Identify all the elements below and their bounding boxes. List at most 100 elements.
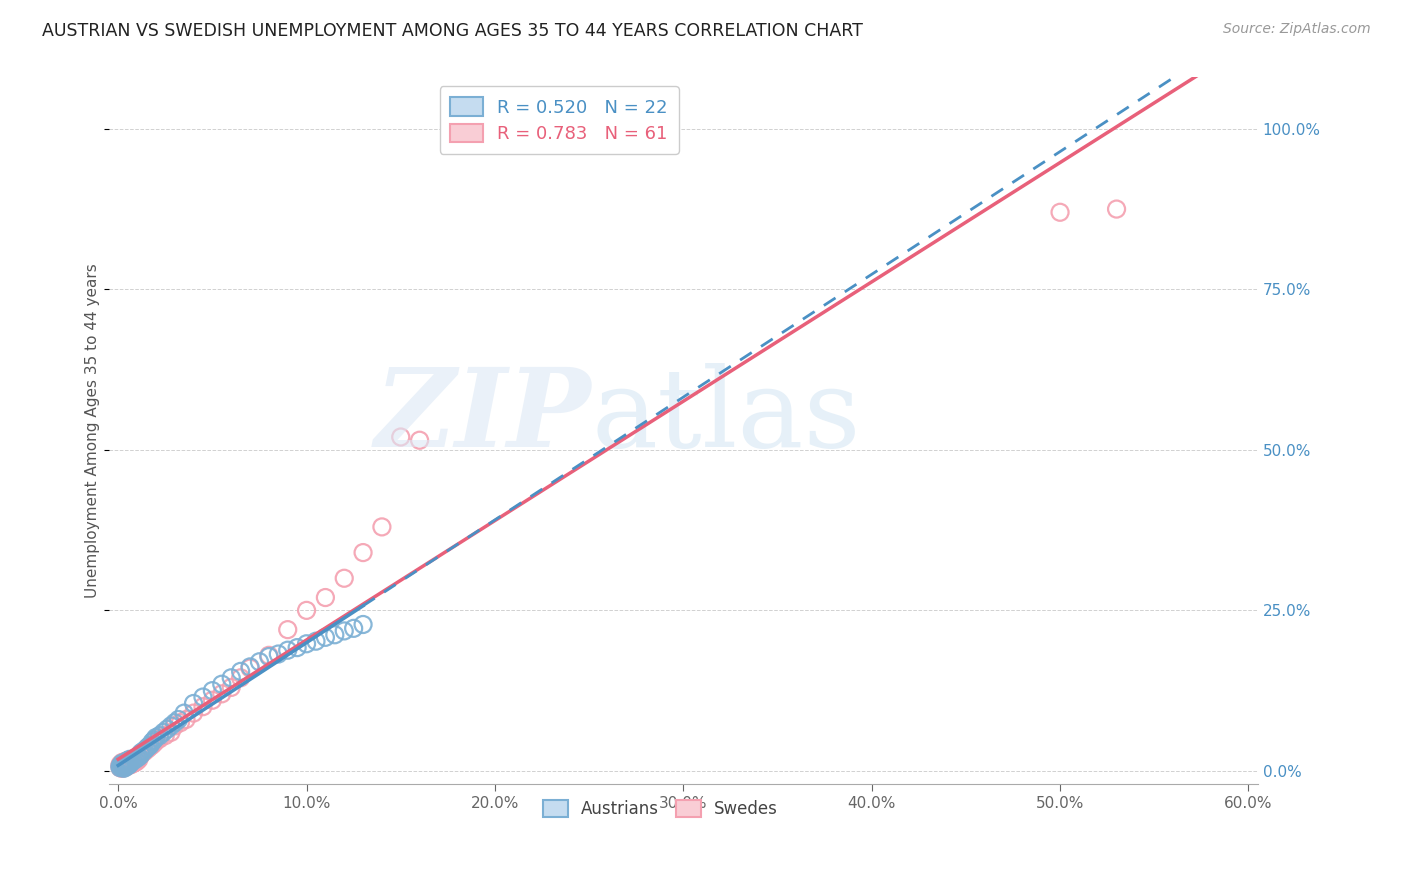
Point xyxy=(239,660,262,674)
Point xyxy=(155,729,177,743)
Point xyxy=(122,752,145,766)
Text: AUSTRIAN VS SWEDISH UNEMPLOYMENT AMONG AGES 35 TO 44 YEARS CORRELATION CHART: AUSTRIAN VS SWEDISH UNEMPLOYMENT AMONG A… xyxy=(42,22,863,40)
Point xyxy=(134,743,156,757)
Point xyxy=(174,713,197,727)
Point xyxy=(112,756,135,771)
Point xyxy=(249,655,271,669)
Point xyxy=(125,749,148,764)
Point xyxy=(117,754,139,768)
Point xyxy=(1049,205,1071,219)
Point xyxy=(389,430,412,444)
Point xyxy=(114,757,136,772)
Point xyxy=(1105,202,1128,216)
Point xyxy=(229,671,252,685)
Point xyxy=(129,747,152,762)
Point xyxy=(111,757,134,772)
Point xyxy=(134,745,156,759)
Point xyxy=(117,754,139,768)
Point xyxy=(129,746,152,760)
Point xyxy=(257,649,280,664)
Point xyxy=(314,591,336,605)
Point xyxy=(111,759,134,773)
Point xyxy=(120,755,142,769)
Point xyxy=(118,758,141,772)
Legend: Austrians, Swedes: Austrians, Swedes xyxy=(536,793,785,825)
Point xyxy=(219,671,242,685)
Point xyxy=(118,755,141,769)
Point xyxy=(333,624,356,638)
Point xyxy=(112,758,135,772)
Point xyxy=(323,628,346,642)
Point xyxy=(183,706,205,720)
Point xyxy=(139,739,162,754)
Point xyxy=(114,754,136,768)
Point xyxy=(112,759,135,773)
Point xyxy=(111,756,134,770)
Point xyxy=(114,755,136,769)
Point xyxy=(118,752,141,766)
Point xyxy=(111,757,134,772)
Point xyxy=(108,761,131,775)
Point xyxy=(131,745,153,759)
Point xyxy=(173,706,195,720)
Point xyxy=(183,697,205,711)
Point xyxy=(149,731,172,746)
Point xyxy=(122,754,145,768)
Point xyxy=(145,731,167,745)
Point xyxy=(117,758,139,772)
Y-axis label: Unemployment Among Ages 35 to 44 years: Unemployment Among Ages 35 to 44 years xyxy=(86,263,100,598)
Point xyxy=(111,756,134,771)
Text: atlas: atlas xyxy=(592,363,860,470)
Point xyxy=(114,757,136,772)
Point xyxy=(111,761,134,775)
Point xyxy=(169,715,191,730)
Point xyxy=(343,621,366,635)
Point xyxy=(352,545,374,559)
Point xyxy=(267,647,290,661)
Point xyxy=(149,729,172,743)
Point xyxy=(139,738,162,752)
Point xyxy=(163,719,186,733)
Point xyxy=(122,756,145,771)
Point xyxy=(135,742,157,756)
Point xyxy=(352,617,374,632)
Point xyxy=(239,661,262,675)
Point xyxy=(408,434,430,448)
Point xyxy=(201,693,224,707)
Point xyxy=(120,757,142,772)
Point xyxy=(114,760,136,774)
Point xyxy=(201,683,224,698)
Point xyxy=(145,734,167,748)
Point xyxy=(229,665,252,679)
Point xyxy=(143,736,166,750)
Point xyxy=(128,749,150,764)
Point xyxy=(118,753,141,767)
Point xyxy=(117,756,139,771)
Point xyxy=(143,733,166,747)
Point xyxy=(129,747,152,762)
Point xyxy=(163,715,186,730)
Point xyxy=(314,631,336,645)
Point xyxy=(211,677,233,691)
Point xyxy=(118,756,141,770)
Point xyxy=(128,752,150,766)
Point xyxy=(160,719,183,733)
Point xyxy=(285,640,308,655)
Point xyxy=(191,699,214,714)
Point xyxy=(124,756,146,770)
Point xyxy=(136,741,159,756)
Point xyxy=(167,713,190,727)
Point xyxy=(124,751,146,765)
Point xyxy=(111,760,134,774)
Point xyxy=(112,761,135,775)
Point xyxy=(295,637,318,651)
Text: Source: ZipAtlas.com: Source: ZipAtlas.com xyxy=(1223,22,1371,37)
Point xyxy=(117,758,139,772)
Point xyxy=(333,571,356,585)
Point xyxy=(257,648,280,663)
Point xyxy=(118,757,141,772)
Point xyxy=(277,643,299,657)
Point xyxy=(136,739,159,754)
Point xyxy=(135,741,157,756)
Point xyxy=(112,761,135,775)
